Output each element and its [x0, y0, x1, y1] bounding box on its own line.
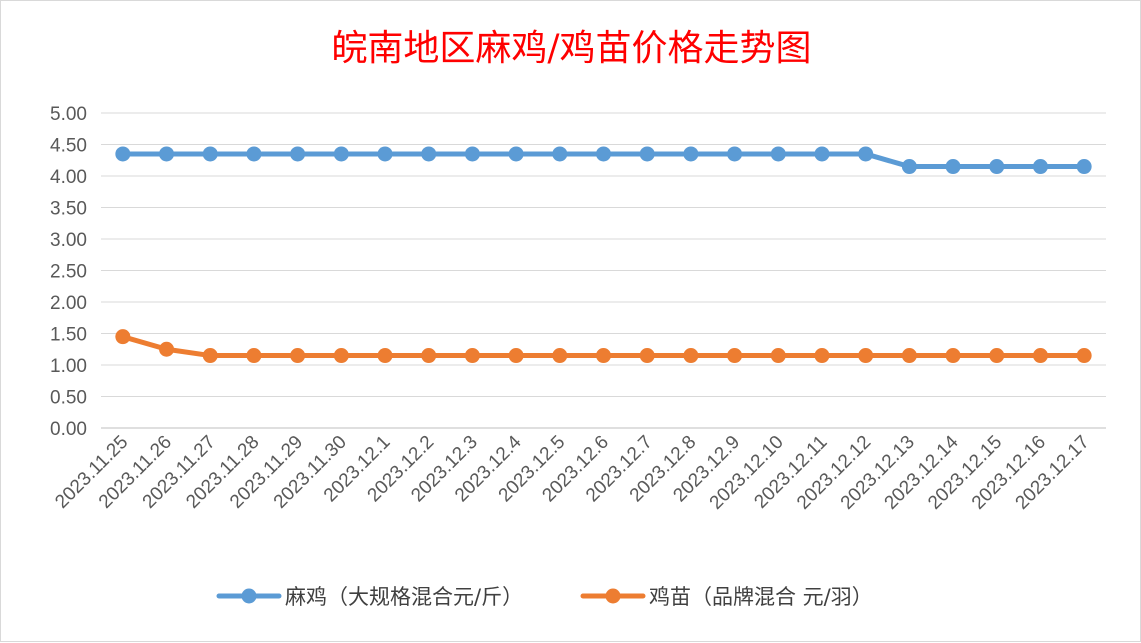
- data-point: [552, 348, 568, 364]
- y-tick-label: 0.50: [50, 388, 87, 409]
- data-point: [989, 348, 1005, 364]
- data-point: [639, 348, 655, 364]
- y-tick-label: 4.00: [50, 167, 87, 188]
- data-point: [421, 146, 437, 162]
- y-tick-label: 1.00: [50, 356, 87, 377]
- data-point: [814, 146, 830, 162]
- y-tick-label: 5.00: [50, 104, 87, 125]
- y-tick-label: 0.00: [50, 419, 87, 440]
- data-point: [945, 159, 961, 175]
- data-point: [421, 348, 437, 364]
- data-point: [333, 146, 349, 162]
- legend-label: 麻鸡（大规格混合元/斤）: [285, 585, 523, 609]
- y-tick-label: 3.50: [50, 199, 87, 220]
- y-tick-label: 3.00: [50, 230, 87, 251]
- data-point: [377, 146, 393, 162]
- data-point: [596, 146, 611, 162]
- data-point: [858, 348, 874, 364]
- data-point: [858, 146, 874, 162]
- legend-item: 麻鸡（大规格混合元/斤）: [216, 585, 523, 609]
- data-point: [770, 146, 786, 162]
- data-point: [159, 146, 175, 162]
- data-point: [290, 146, 306, 162]
- data-point: [989, 159, 1005, 175]
- data-point: [683, 348, 699, 364]
- y-axis: 0.00 0.50 1.00 1.50 2.00 2.50 3.00 3.50 4.00 4.50…: [50, 104, 87, 440]
- legend-item: 鸡苗（品牌混合 元/羽）: [580, 585, 873, 609]
- data-point: [552, 146, 568, 162]
- data-point: [333, 348, 349, 364]
- data-point: [1076, 348, 1092, 364]
- data-point: [377, 348, 393, 364]
- data-point: [814, 348, 830, 364]
- y-tick-label: 2.00: [50, 293, 87, 314]
- data-point: [727, 146, 743, 162]
- series-layer: [115, 146, 1092, 364]
- data-point: [202, 348, 218, 364]
- data-point: [246, 348, 262, 364]
- data-point: [290, 348, 306, 364]
- legend-label: 鸡苗（品牌混合 元/羽）: [649, 585, 873, 609]
- data-point: [683, 146, 699, 162]
- data-point: [115, 329, 131, 345]
- chart-title: 皖南地区麻鸡/鸡苗价格走势图: [331, 28, 812, 69]
- gridlines: [101, 112, 1106, 429]
- y-tick-label: 4.50: [50, 136, 87, 157]
- data-point: [1076, 159, 1092, 175]
- data-point: [508, 146, 524, 162]
- legend: 麻鸡（大规格混合元/斤） 鸡苗（品牌混合 元/羽）: [216, 585, 873, 609]
- series-2: [115, 329, 1092, 364]
- data-point: [115, 146, 131, 162]
- legend-marker: [605, 588, 621, 604]
- legend-marker: [241, 588, 257, 604]
- data-point: [639, 146, 655, 162]
- y-tick-label: 2.50: [50, 262, 87, 283]
- data-point: [945, 348, 961, 364]
- data-point: [464, 348, 480, 364]
- data-point: [596, 348, 611, 364]
- data-point: [770, 348, 786, 364]
- data-point: [727, 348, 743, 364]
- data-point: [202, 146, 218, 162]
- data-point: [901, 159, 917, 175]
- data-point: [159, 341, 175, 357]
- data-point: [508, 348, 524, 364]
- data-point: [464, 146, 480, 162]
- x-axis: 2023.11.252023.11.262023.11.272023.11.28…: [51, 431, 1093, 513]
- data-point: [246, 146, 262, 162]
- data-point: [1032, 348, 1048, 364]
- y-tick-label: 1.50: [50, 325, 87, 346]
- data-point: [1032, 159, 1048, 175]
- series-1: [115, 146, 1092, 175]
- data-point: [901, 348, 917, 364]
